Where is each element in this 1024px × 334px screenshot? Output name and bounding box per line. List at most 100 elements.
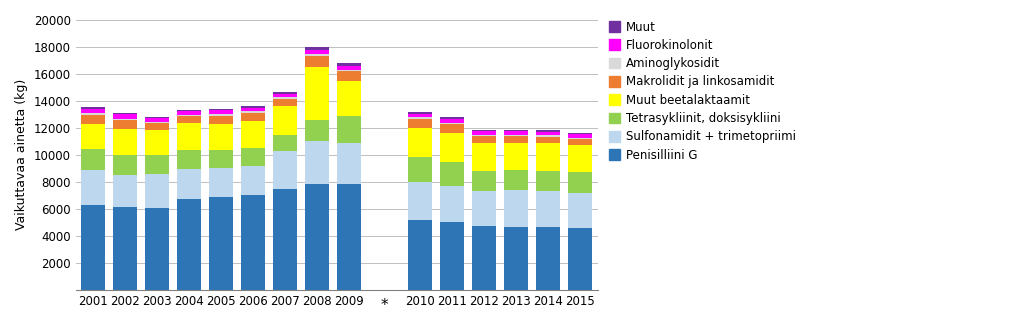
Bar (337, 63, 361, 65)
Bar (337, 116, 361, 143)
Bar (305, 184, 330, 290)
Bar (209, 150, 233, 168)
Bar (305, 67, 330, 120)
Bar (114, 121, 137, 129)
Bar (145, 155, 169, 174)
Bar (242, 113, 265, 121)
Bar (536, 190, 560, 227)
Bar (472, 130, 496, 131)
Bar (408, 220, 432, 290)
Bar (273, 92, 297, 94)
Bar (440, 133, 464, 162)
Bar (504, 143, 528, 170)
Bar (472, 136, 496, 143)
Bar (114, 114, 137, 119)
Bar (440, 186, 464, 222)
Bar (242, 108, 265, 112)
Bar (273, 188, 297, 290)
Bar (337, 65, 361, 70)
Bar (305, 120, 330, 141)
Bar (536, 171, 560, 190)
Bar (114, 129, 137, 155)
Bar (145, 123, 169, 130)
Text: *: * (381, 298, 388, 313)
Bar (568, 172, 592, 192)
Bar (209, 168, 233, 197)
Bar (209, 124, 233, 150)
Bar (472, 135, 496, 136)
Bar (273, 99, 297, 106)
Bar (408, 114, 432, 117)
Bar (81, 109, 105, 113)
Bar (145, 117, 169, 118)
Bar (145, 130, 169, 155)
Legend: Muut, Fluorokinolonit, Aminoglykosidit, Makrolidit ja linkosamidit, Muut beetala: Muut, Fluorokinolonit, Aminoglykosidit, … (608, 20, 797, 162)
Bar (305, 47, 330, 50)
Bar (337, 143, 361, 184)
Bar (305, 50, 330, 54)
Bar (81, 115, 105, 125)
Bar (81, 205, 105, 290)
Bar (81, 125, 105, 149)
Bar (81, 107, 105, 109)
Bar (273, 106, 297, 135)
Bar (536, 130, 560, 132)
Bar (145, 122, 169, 123)
Bar (504, 130, 528, 131)
Bar (337, 81, 361, 116)
Y-axis label: Vaikuttavaa ainetta (kg): Vaikuttavaa ainetta (kg) (15, 79, 28, 230)
Bar (145, 118, 169, 122)
Bar (242, 121, 265, 148)
Bar (472, 143, 496, 171)
Bar (145, 174, 169, 208)
Bar (114, 113, 137, 114)
Bar (568, 227, 592, 290)
Bar (440, 119, 464, 123)
Bar (242, 148, 265, 166)
Bar (114, 207, 137, 290)
Bar (81, 170, 105, 205)
Bar (408, 182, 432, 220)
Bar (440, 117, 464, 119)
Bar (568, 134, 592, 138)
Bar (536, 135, 560, 137)
Bar (504, 131, 528, 135)
Bar (114, 155, 137, 175)
Bar (472, 225, 496, 290)
Bar (504, 227, 528, 290)
Bar (177, 115, 202, 116)
Bar (114, 175, 137, 207)
Bar (209, 114, 233, 116)
Bar (81, 113, 105, 115)
Bar (440, 222, 464, 290)
Bar (408, 128, 432, 158)
Bar (273, 94, 297, 97)
Bar (472, 131, 496, 135)
Bar (242, 106, 265, 108)
Bar (568, 133, 592, 134)
Bar (472, 190, 496, 225)
Bar (536, 227, 560, 290)
Bar (504, 135, 528, 136)
Bar (209, 197, 233, 290)
Bar (568, 192, 592, 227)
Bar (337, 71, 361, 81)
Bar (536, 132, 560, 135)
Bar (273, 151, 297, 188)
Bar (209, 109, 233, 110)
Bar (273, 97, 297, 99)
Bar (504, 190, 528, 227)
Bar (305, 141, 330, 184)
Bar (536, 143, 560, 171)
Bar (568, 139, 592, 145)
Bar (177, 116, 202, 123)
Bar (408, 112, 432, 114)
Bar (472, 171, 496, 190)
Bar (504, 136, 528, 143)
Bar (242, 195, 265, 290)
Bar (145, 208, 169, 290)
Bar (242, 112, 265, 113)
Bar (504, 170, 528, 190)
Bar (177, 150, 202, 169)
Bar (440, 123, 464, 125)
